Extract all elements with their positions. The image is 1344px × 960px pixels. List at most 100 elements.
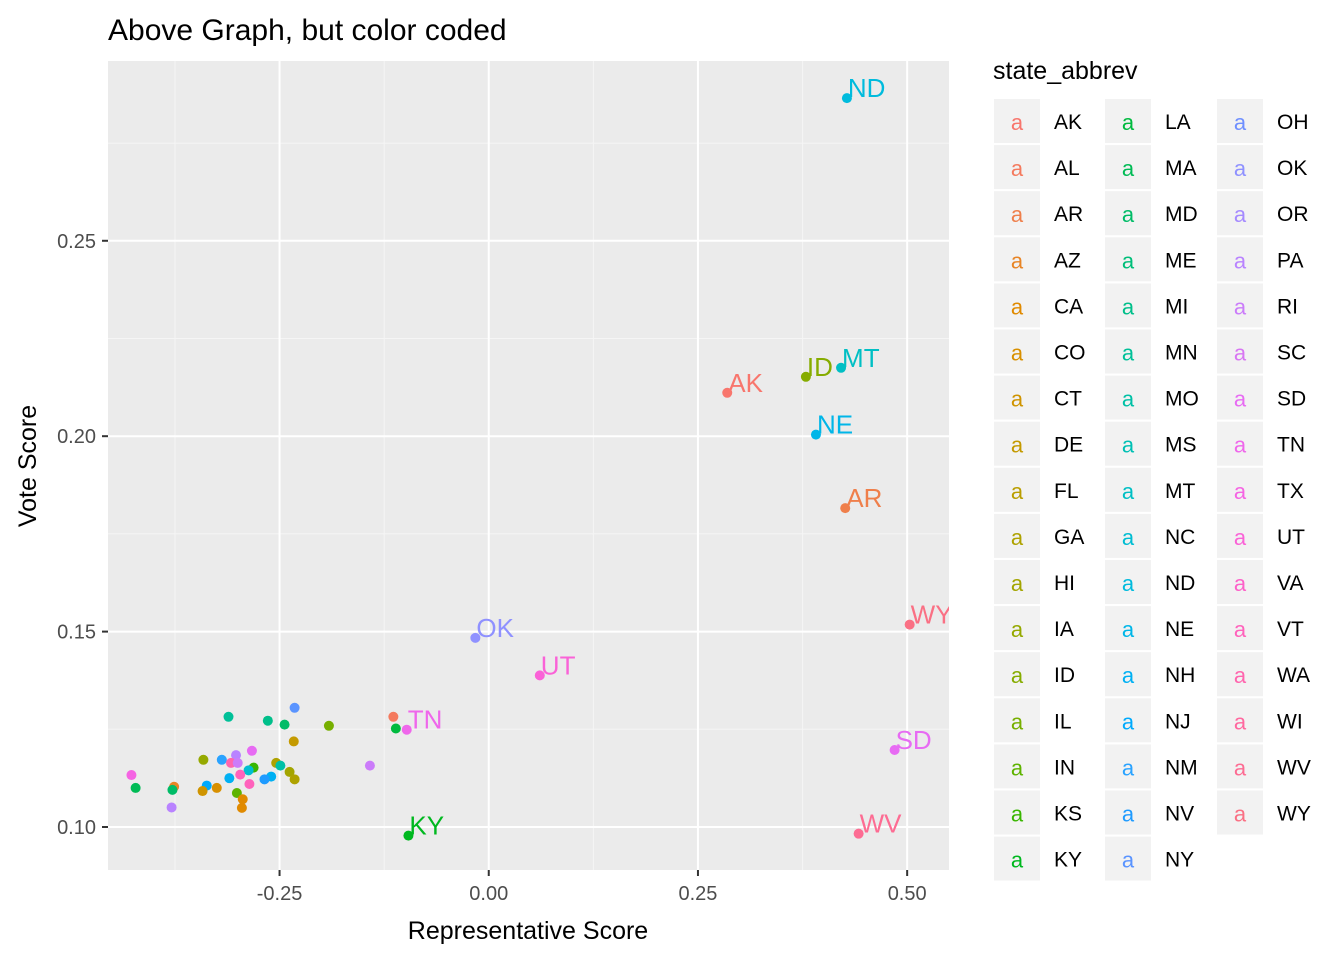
legend-entry-wi: a WI	[1217, 698, 1303, 743]
legend-label: NY	[1165, 849, 1194, 872]
data-point	[262, 715, 273, 726]
legend-label: CO	[1054, 342, 1086, 365]
legend-glyph: a	[1234, 387, 1247, 412]
legend-glyph: a	[1011, 479, 1024, 504]
legend-entry-ar: a AR	[994, 191, 1083, 236]
data-point	[289, 774, 300, 785]
legend-glyph: a	[1122, 387, 1135, 412]
legend-key-bg	[1105, 513, 1151, 558]
legend-entry-la: a LA	[1105, 99, 1191, 143]
legend-key-bg	[1105, 744, 1151, 789]
data-point	[166, 802, 177, 813]
legend-entry-nj: a NJ	[1105, 698, 1191, 743]
data-point	[232, 757, 243, 768]
legend-key-bg	[1217, 283, 1263, 328]
legend-glyph: a	[1011, 387, 1024, 412]
legend-entry-al: a AL	[994, 145, 1080, 190]
x-axis-title: Representative Score	[408, 917, 648, 945]
legend-glyph: a	[1234, 479, 1247, 504]
point-label-mt: MT	[842, 343, 880, 373]
legend-glyph: a	[1234, 202, 1247, 227]
data-point-ar	[840, 503, 851, 514]
legend-key-bg	[994, 467, 1040, 512]
data-point	[236, 802, 247, 813]
legend-entry-ca: a CA	[994, 283, 1083, 328]
legend-key-bg	[1217, 237, 1263, 282]
legend-label: MO	[1165, 388, 1199, 411]
legend-glyph: a	[1011, 156, 1024, 181]
legend-entry-sc: a SC	[1217, 329, 1306, 374]
legend-label: MD	[1165, 203, 1198, 226]
data-point	[279, 719, 290, 730]
legend-key-bg	[1217, 513, 1263, 558]
legend-glyph: a	[1011, 663, 1024, 688]
legend-glyph: a	[1122, 709, 1135, 734]
legend-label: AL	[1054, 157, 1080, 180]
legend-glyph: a	[1122, 341, 1135, 366]
legend-entry-ga: a GA	[994, 513, 1084, 558]
legend-key-bg	[1105, 283, 1151, 328]
data-point	[388, 711, 399, 722]
legend-glyph: a	[1234, 248, 1247, 273]
legend-label: RI	[1277, 295, 1298, 318]
legend-key-bg	[1217, 652, 1263, 697]
legend-glyph: a	[1011, 294, 1024, 319]
legend-glyph: a	[1234, 525, 1247, 550]
legend-key-bg	[994, 191, 1040, 236]
legend-entry-oh: a OH	[1217, 99, 1309, 143]
legend-label: SC	[1277, 342, 1306, 365]
legend-entry-vt: a VT	[1217, 606, 1304, 651]
legend-key-bg	[1217, 744, 1263, 789]
data-point-ut	[534, 670, 545, 681]
legend-entry-ut: a UT	[1217, 513, 1305, 558]
data-point	[284, 766, 295, 777]
legend-entry-ak: a AK	[994, 99, 1082, 143]
legend-key-bg	[1105, 652, 1151, 697]
y-tick-label: 0.20	[57, 426, 96, 448]
data-point-ok	[470, 632, 481, 643]
legend-label: FL	[1054, 480, 1079, 503]
legend-entry-mn: a MN	[1105, 329, 1198, 374]
legend-label: NM	[1165, 756, 1198, 779]
legend-label: NE	[1165, 618, 1194, 641]
legend-entry-or: a OR	[1217, 191, 1309, 236]
point-label-id: ID	[807, 352, 833, 382]
data-point	[231, 750, 242, 761]
legend-glyph: a	[1011, 709, 1024, 734]
data-point	[223, 711, 234, 722]
legend-entry-ok: a OK	[1217, 145, 1307, 190]
data-point	[197, 786, 208, 797]
x-tick-label: 0.25	[678, 883, 717, 905]
legend-glyph: a	[1011, 802, 1024, 827]
legend-glyph: a	[1234, 341, 1247, 366]
point-label-wy: WY	[911, 600, 953, 630]
legend-entry-id: a ID	[994, 652, 1075, 697]
x-tick-label: -0.25	[257, 883, 303, 905]
legend-entry-ms: a MS	[1105, 421, 1197, 466]
legend-entry-nd: a ND	[1105, 560, 1195, 604]
legend-glyph: a	[1011, 433, 1024, 458]
legend-entry-va: a VA	[1217, 560, 1303, 604]
point-label-tn: TN	[408, 705, 443, 735]
point-labels: ND MT ID AK NE AR WY OK UT TN SD KY WV	[408, 73, 953, 840]
legend-glyph: a	[1122, 248, 1135, 273]
legend-glyph: a	[1234, 110, 1247, 135]
legend-entry-wy: a WY	[1217, 790, 1311, 835]
legend-glyph: a	[1011, 248, 1024, 273]
legend-label: OH	[1277, 111, 1309, 134]
legend-glyph: a	[1122, 848, 1135, 873]
legend-key-bg	[1105, 790, 1151, 835]
chart-title: Above Graph, but color coded	[108, 14, 507, 47]
legend-label: UT	[1277, 526, 1305, 549]
legend-label: MT	[1165, 480, 1195, 503]
data-point-mt	[836, 362, 847, 373]
legend-glyph: a	[1011, 110, 1024, 135]
data-point	[231, 788, 242, 799]
legend-key-bg	[1217, 191, 1263, 236]
x-tick-label: 0.00	[469, 883, 508, 905]
legend-label: AK	[1054, 111, 1082, 134]
x-tick-label: 0.50	[888, 883, 927, 905]
legend-entry-nm: a NM	[1105, 744, 1198, 789]
data-point	[167, 784, 178, 795]
